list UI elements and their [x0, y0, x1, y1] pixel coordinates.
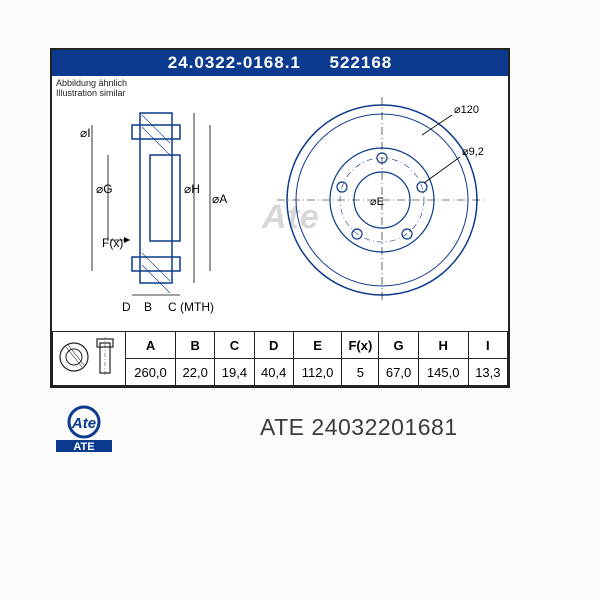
- disc-bolt-icon: [54, 335, 124, 379]
- col-D: D: [254, 332, 293, 359]
- val-D: 40,4: [254, 359, 293, 386]
- col-H: H: [418, 332, 468, 359]
- col-B: B: [176, 332, 215, 359]
- val-I: 13,3: [468, 359, 507, 386]
- val-G: 67,0: [379, 359, 418, 386]
- col-C: C: [215, 332, 254, 359]
- technical-drawing-svg: ⌀I ⌀G ⌀H ⌀A F(x) D B C (MTH): [52, 95, 508, 325]
- col-E: E: [293, 332, 342, 359]
- label-dia: ⌀120: [454, 104, 479, 116]
- spec-table: A B C D E F(x) G H I 260,0 22,0 19,4 40,…: [52, 331, 508, 386]
- label-D: D: [122, 300, 131, 314]
- caption-brand: ATE: [260, 414, 305, 440]
- label-C: C (MTH): [168, 300, 214, 314]
- label-hub: ⌀E: [370, 196, 384, 208]
- label-bolt: ⌀9,2: [462, 146, 484, 158]
- side-view: ⌀I ⌀G ⌀H ⌀A F(x) D B C (MTH): [80, 113, 227, 314]
- col-G: G: [379, 332, 418, 359]
- brand-logo: Ate ATE: [50, 404, 118, 454]
- label-G: ⌀G: [96, 182, 113, 196]
- label-F: F(x): [102, 236, 123, 250]
- val-A: 260,0: [126, 359, 176, 386]
- val-H: 145,0: [418, 359, 468, 386]
- val-B: 22,0: [176, 359, 215, 386]
- short-code: 522168: [330, 53, 393, 72]
- spec-card: 24.0322-0168.1 522168 Abbildung ähnlich …: [50, 48, 510, 388]
- val-C: 19,4: [215, 359, 254, 386]
- front-view: ⌀120 ⌀9,2 ⌀E: [277, 97, 487, 303]
- part-number: 24.0322-0168.1: [168, 53, 301, 72]
- caption-code: 24032201681: [311, 414, 457, 440]
- ate-logo-svg: Ate ATE: [50, 404, 118, 454]
- val-F: 5: [342, 359, 379, 386]
- val-E: 112,0: [293, 359, 342, 386]
- spec-icon-cell: [53, 332, 126, 386]
- label-B: B: [144, 300, 152, 314]
- col-I: I: [468, 332, 507, 359]
- table-header-row: A B C D E F(x) G H I: [53, 332, 508, 359]
- diagram-area: ⌀I ⌀G ⌀H ⌀A F(x) D B C (MTH): [52, 95, 508, 325]
- svg-text:Ate: Ate: [71, 415, 96, 432]
- label-I: ⌀I: [80, 126, 91, 140]
- col-A: A: [126, 332, 176, 359]
- label-A: ⌀A: [212, 192, 227, 206]
- label-H: ⌀H: [184, 182, 200, 196]
- col-F: F(x): [342, 332, 379, 359]
- header-bar: 24.0322-0168.1 522168: [52, 50, 508, 76]
- note-line-1: Abbildung ähnlich: [56, 78, 127, 88]
- caption: ATE 24032201681: [260, 414, 458, 441]
- logo-text: ATE: [73, 441, 94, 453]
- page: 24.0322-0168.1 522168 Abbildung ähnlich …: [0, 0, 600, 600]
